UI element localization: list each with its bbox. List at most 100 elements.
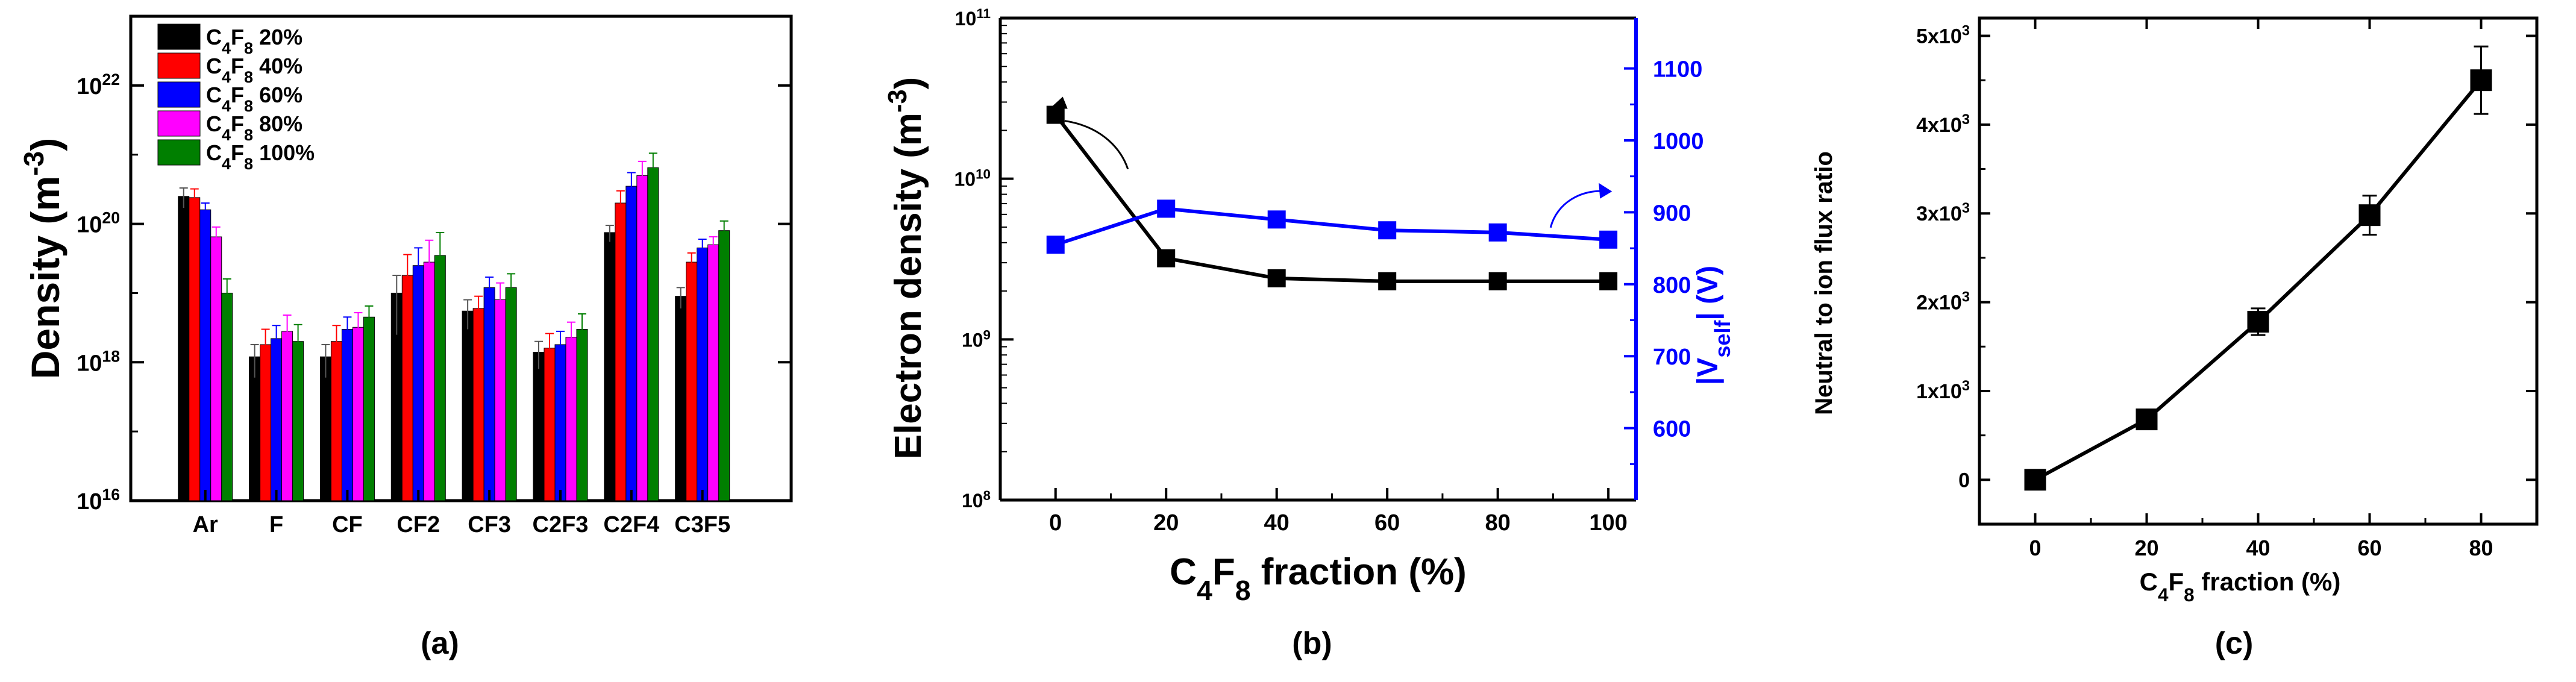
left-tick-label: 1011 xyxy=(955,6,991,30)
x-tick-label: CF xyxy=(332,512,363,537)
x-tick-label: C3F5 xyxy=(674,512,730,537)
right-series-marker xyxy=(1267,210,1286,229)
x-tick-label: 60 xyxy=(2357,536,2381,560)
right-series-arrow xyxy=(1549,190,1608,228)
x-tick-label: 100 xyxy=(1589,510,1627,536)
panel-caption: (a) xyxy=(421,626,459,661)
left-series-marker xyxy=(1488,272,1507,290)
series-marker xyxy=(2247,311,2269,333)
bar xyxy=(647,167,659,501)
panel-caption: (c) xyxy=(2215,626,2254,661)
x-tick-label: 40 xyxy=(2246,536,2270,560)
legend-swatch xyxy=(157,52,201,79)
panel-caption: (b) xyxy=(1292,626,1332,661)
x-tick-label: Ar xyxy=(193,512,218,537)
left-tick-label: 108 xyxy=(962,488,991,512)
x-axis-label: C4F8 fraction (%) xyxy=(1170,551,1467,606)
bar xyxy=(472,308,484,501)
left-axis-label: Electron density (m-3) xyxy=(883,77,929,460)
right-series-marker xyxy=(1599,230,1618,249)
bar xyxy=(636,175,648,501)
plot-frame xyxy=(1978,16,2539,526)
x-tick-label: 0 xyxy=(1049,510,1062,536)
y-tick-label: 1x103 xyxy=(1916,377,1970,403)
left-series-arrow xyxy=(1064,120,1129,170)
plot-frame xyxy=(129,14,793,502)
right-tick-label: 800 xyxy=(1653,273,1691,298)
right-tick-label: 600 xyxy=(1653,417,1691,442)
bar xyxy=(483,287,495,501)
x-tick-label: C2F4 xyxy=(603,512,659,537)
panel-c: 0 1x103 2x103 3x103 4x103 5x103 0 20 40 60 80 Neutr… xyxy=(1811,16,2539,661)
right-series-marker xyxy=(1378,221,1397,240)
bar xyxy=(221,292,233,501)
y-tick-label: 2x103 xyxy=(1916,289,1970,314)
bar xyxy=(707,244,719,501)
y-tick-label: 4x103 xyxy=(1916,111,1970,137)
y-tick-label: 1018 xyxy=(77,347,120,376)
legend-swatch xyxy=(157,81,201,108)
bar xyxy=(625,186,638,501)
bar xyxy=(319,356,331,501)
y-tick-label: 3x103 xyxy=(1916,200,1970,226)
bar xyxy=(697,247,709,501)
bar xyxy=(533,352,545,501)
legend-swatch xyxy=(157,23,201,50)
right-tick-label: 1000 xyxy=(1653,129,1704,154)
y-tick-label: 1022 xyxy=(77,70,120,99)
left-series-marker xyxy=(1157,249,1176,267)
bar xyxy=(604,232,616,501)
x-tick-label: 20 xyxy=(1153,510,1179,536)
y-tick-label: 5x103 xyxy=(1916,22,1970,48)
series-marker xyxy=(2470,69,2492,92)
panel-a: 1016 1018 1020 1022 Density (m-3) Ar F CF CF2 CF3… xyxy=(18,14,793,661)
right-series-marker xyxy=(1046,236,1065,254)
x-tick-label: 60 xyxy=(1374,510,1400,536)
right-series-marker xyxy=(1157,199,1176,218)
right-series-marker xyxy=(1488,223,1507,242)
bar xyxy=(615,202,627,501)
right-tick-label: 900 xyxy=(1653,201,1691,226)
legend-swatch xyxy=(157,139,201,166)
x-tick-label: C2F3 xyxy=(533,512,589,537)
left-tick-label: 1010 xyxy=(954,166,991,190)
legend-swatch xyxy=(157,110,201,137)
y-tick-label: 1016 xyxy=(77,486,120,515)
bar xyxy=(189,197,201,501)
x-axis-label: C4F8 fraction (%) xyxy=(2140,568,2341,605)
left-tick-label: 109 xyxy=(962,327,991,351)
x-tick-label: 80 xyxy=(2469,536,2493,560)
bar xyxy=(210,236,222,501)
series-marker xyxy=(2358,204,2381,227)
y-tick-label: 1020 xyxy=(77,209,120,238)
x-tick-label: 0 xyxy=(2029,536,2041,560)
series-line xyxy=(2034,79,2483,481)
bar xyxy=(271,338,283,501)
series-marker xyxy=(2024,469,2046,491)
x-tick-label: CF3 xyxy=(468,512,511,537)
legend-label: C4F8 40% xyxy=(206,54,302,86)
y-axis-label: Neutral to ion flux ratio xyxy=(1811,151,1837,415)
bar xyxy=(718,230,730,501)
bar xyxy=(675,296,687,501)
bar xyxy=(178,196,190,501)
x-tick-label: F xyxy=(269,512,283,537)
left-series-marker xyxy=(1378,272,1397,290)
legend-label: C4F8 80% xyxy=(206,111,302,144)
y-tick-label: 0 xyxy=(1958,469,1970,492)
legend-label: C4F8 60% xyxy=(206,83,302,115)
series-marker xyxy=(2136,408,2158,431)
x-tick-label: CF2 xyxy=(396,512,440,537)
x-tick-label: 40 xyxy=(1264,510,1290,536)
left-series-line xyxy=(1054,113,1609,283)
bar xyxy=(249,356,261,501)
right-axis-label: |Vself| (V) xyxy=(1692,266,1735,385)
right-series-line xyxy=(1055,207,1609,246)
bar xyxy=(505,287,517,501)
left-series-marker xyxy=(1267,269,1286,287)
bar xyxy=(686,261,698,501)
bar xyxy=(462,310,474,501)
x-tick-label: 80 xyxy=(1485,510,1511,536)
bar xyxy=(341,328,353,501)
